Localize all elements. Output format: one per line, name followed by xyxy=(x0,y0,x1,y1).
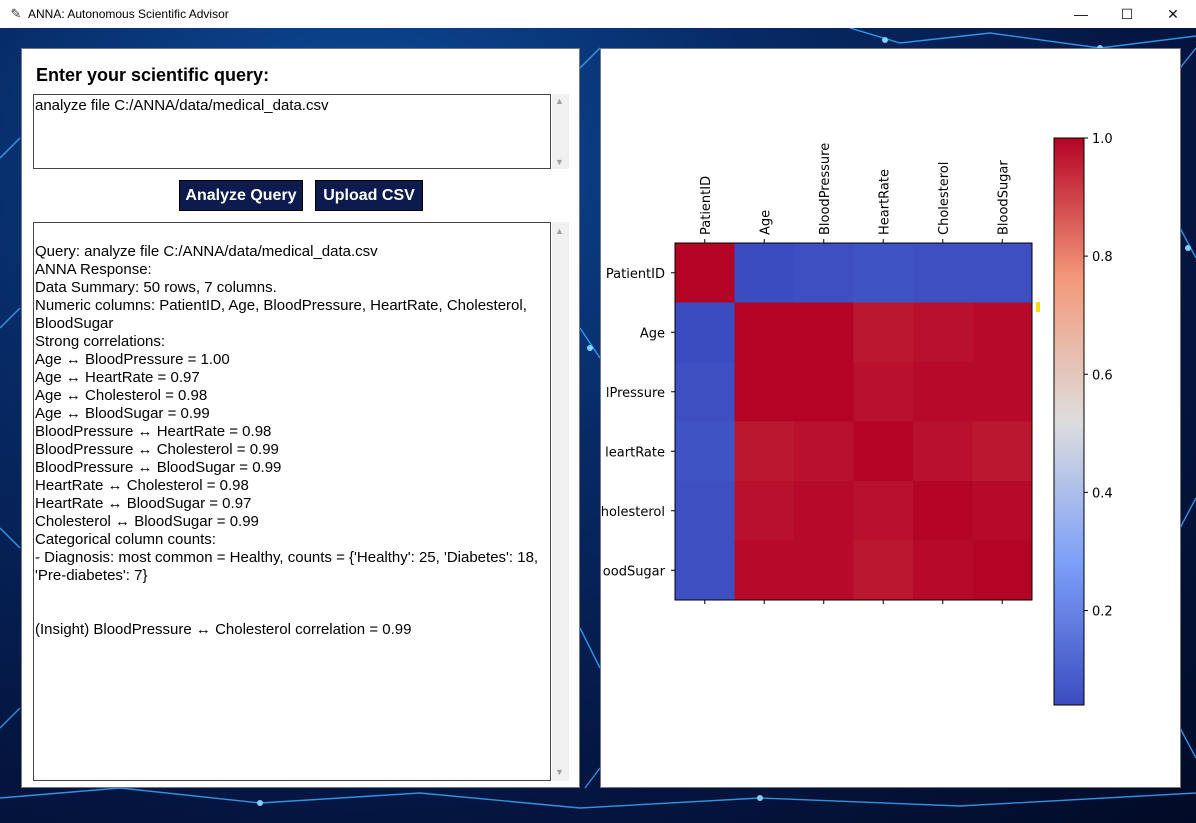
colorbar-tick-label: 0.4 xyxy=(1092,486,1113,501)
output-line: HeartRate ↔ BloodSugar = 0.97 xyxy=(35,495,252,512)
x-tick-label: BloodSugar xyxy=(996,160,1011,235)
heatmap-cell xyxy=(794,302,854,363)
heatmap-cell xyxy=(853,481,914,541)
chart-panel: PatientID Age BloodPressure HeartRate Choles… xyxy=(600,48,1181,788)
analyze-query-button[interactable]: Analyze Query xyxy=(179,180,303,211)
y-tick-label: lPressure xyxy=(606,386,665,401)
y-tick-label: oodSugar xyxy=(603,564,666,579)
output-line: HeartRate ↔ Cholesterol = 0.98 xyxy=(35,477,249,494)
colorbar xyxy=(1053,137,1085,706)
heatmap-cell xyxy=(794,481,854,541)
output-line: BloodPressure ↔ BloodSugar = 0.99 xyxy=(35,459,282,476)
heatmap-cell xyxy=(853,243,914,303)
scroll-up-icon[interactable]: ▲ xyxy=(555,226,564,236)
colorbar-tick-label: 1.0 xyxy=(1092,132,1113,147)
heatmap-cell xyxy=(734,421,795,482)
colorbar-tick-label: 0.8 xyxy=(1092,250,1113,265)
heatmap-cell xyxy=(734,243,795,303)
output-line: Age ↔ HeartRate = 0.97 xyxy=(35,369,200,386)
heatmap-cell xyxy=(913,362,973,422)
y-tick-label: holesterol xyxy=(601,505,665,520)
feather-icon: ✎ xyxy=(10,6,22,21)
heatmap-cell xyxy=(794,243,854,303)
query-label: Enter your scientific query: xyxy=(36,65,270,85)
maximize-button[interactable]: ☐ xyxy=(1120,5,1134,22)
heatmap-cell xyxy=(972,540,1033,601)
heatmap-cell xyxy=(794,362,854,422)
heatmap-cell xyxy=(853,540,914,601)
close-button[interactable]: ✕ xyxy=(1167,5,1179,22)
heatmap-frame xyxy=(674,242,1033,601)
minimize-button[interactable]: — xyxy=(1074,6,1088,22)
scroll-up-icon[interactable]: ▲ xyxy=(555,96,564,106)
heatmap-cell xyxy=(913,481,973,541)
heatmap-cell xyxy=(972,243,1033,303)
x-tick-label: BloodPressure xyxy=(818,143,833,235)
output-line: (Insight) BloodPressure ↔ Cholesterol co… xyxy=(35,621,412,638)
heatmap-cell xyxy=(734,362,795,422)
y-tick-label: Age xyxy=(640,326,665,341)
query-panel: Enter your scientific query: analyze fil… xyxy=(21,48,580,788)
upload-csv-button[interactable]: Upload CSV xyxy=(315,180,423,211)
heatmap-cell xyxy=(853,302,914,363)
output-line: ANNA Response: xyxy=(35,261,152,278)
heatmap-cell xyxy=(675,302,735,363)
output-line: - Diagnosis: most common = Healthy, coun… xyxy=(35,549,543,584)
resize-marker xyxy=(1036,302,1040,312)
heatmap-cell xyxy=(972,362,1033,422)
heatmap-cell xyxy=(913,540,973,601)
scroll-down-icon[interactable]: ▼ xyxy=(555,157,564,167)
x-tick-label: PatientID xyxy=(699,176,714,235)
output-line: Categorical column counts: xyxy=(35,531,216,548)
output-line: BloodPressure ↔ Cholesterol = 0.99 xyxy=(35,441,279,458)
colorbar-tick-label: 0.2 xyxy=(1092,605,1113,620)
heatmap-cell xyxy=(675,540,735,601)
query-input[interactable]: analyze file C:/ANNA/data/medical_data.c… xyxy=(33,94,551,169)
heatmap-cell xyxy=(734,481,795,541)
heatmap-cell xyxy=(972,302,1033,363)
output-line: BloodPressure ↔ HeartRate = 0.98 xyxy=(35,423,272,440)
output-line: Age ↔ BloodSugar = 0.99 xyxy=(35,405,210,422)
y-tick-label: PatientID xyxy=(606,267,665,282)
x-tick-label: Age xyxy=(758,210,773,235)
response-output[interactable]: Query: analyze file C:/ANNA/data/medical… xyxy=(33,222,551,781)
heatmap-cell xyxy=(675,481,735,541)
output-line: Data Summary: 50 rows, 7 columns. xyxy=(35,279,277,296)
heatmap-cell xyxy=(734,302,795,363)
output-line: Strong correlations: xyxy=(35,333,166,350)
x-tick-label: Cholesterol xyxy=(937,162,952,235)
heatmap-cell xyxy=(913,421,973,482)
output-line: Query: analyze file C:/ANNA/data/medical… xyxy=(35,243,378,260)
output-line xyxy=(35,585,549,603)
heatmap-cell xyxy=(675,243,735,303)
window-title-bar: ✎ ANNA: Autonomous Scientific Advisor — … xyxy=(0,0,1196,28)
heatmap-cell xyxy=(794,421,854,482)
heatmap-cell xyxy=(913,302,973,363)
heatmap-cell xyxy=(675,421,735,482)
output-line: Cholesterol ↔ BloodSugar = 0.99 xyxy=(35,513,259,530)
heatmap-cell xyxy=(675,362,735,422)
output-line: Age ↔ BloodPressure = 1.00 xyxy=(35,351,230,368)
scroll-down-icon[interactable]: ▼ xyxy=(555,767,564,777)
colorbar-tick-label: 0.6 xyxy=(1092,368,1113,383)
query-scrollbar[interactable]: ▲ ▼ xyxy=(552,94,569,169)
heatmap-cell xyxy=(972,421,1033,482)
output-line xyxy=(35,603,549,621)
heatmap-cell xyxy=(853,362,914,422)
heatmap-cell xyxy=(794,540,854,601)
output-line: Age ↔ Cholesterol = 0.98 xyxy=(35,387,208,404)
heatmap-cell xyxy=(853,421,914,482)
heatmap-cell xyxy=(913,243,973,303)
window-title: ANNA: Autonomous Scientific Advisor xyxy=(28,7,229,21)
x-tick-label: HeartRate xyxy=(877,169,892,235)
background-network-graphic xyxy=(0,28,1196,809)
heatmap-cell xyxy=(734,540,795,601)
heatmap-cell xyxy=(972,481,1033,541)
output-line: Numeric columns: PatientID, Age, BloodPr… xyxy=(35,297,532,332)
correlation-heatmap: PatientID Age BloodPressure HeartRate Choles… xyxy=(601,132,1113,706)
output-scrollbar[interactable]: ▲ ▼ xyxy=(552,222,569,781)
y-tick-label: leartRate xyxy=(605,445,665,460)
